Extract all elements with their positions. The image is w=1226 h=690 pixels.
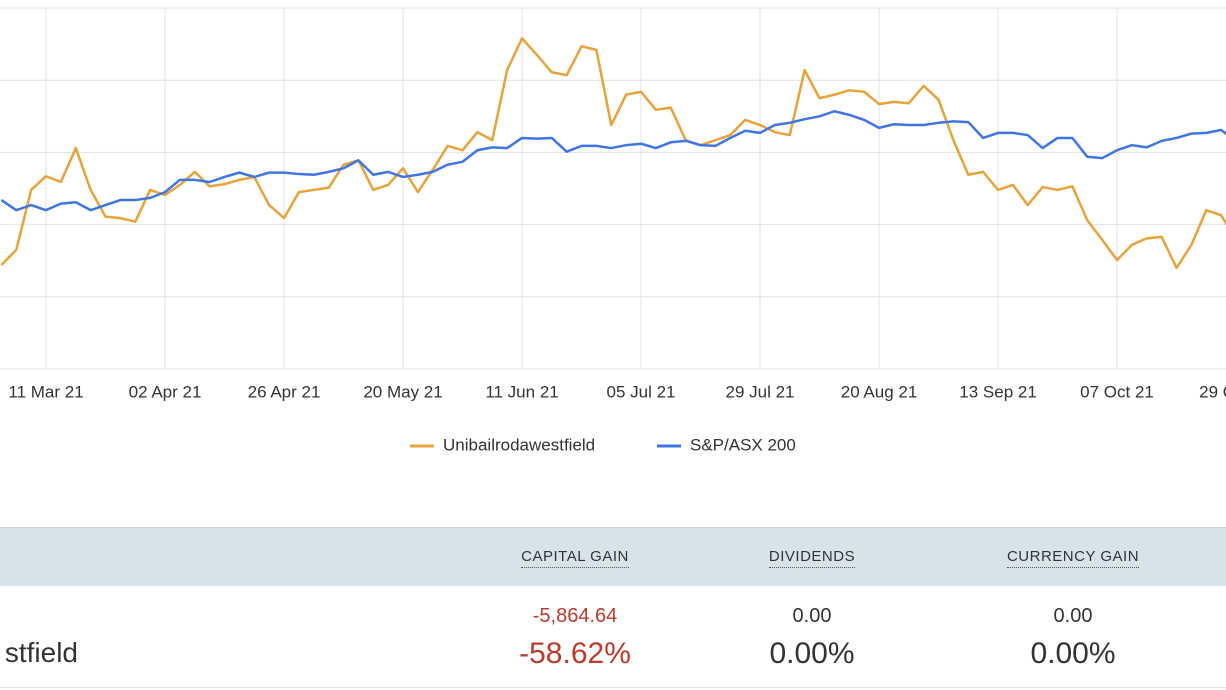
cell-value: 0.00 (1053, 605, 1093, 627)
series-line (0, 110, 1226, 212)
cell-percent: 0.00% (769, 637, 855, 670)
x-tick-label: 11 Jun 21 (485, 382, 558, 401)
series-line (0, 37, 1226, 270)
cell-value: 0.00 (792, 605, 832, 627)
returns-table: CAPITAL GAIN DIVIDENDS CURRENCY GAIN stf… (0, 527, 1226, 690)
column-header[interactable]: CAPITAL GAIN (521, 548, 629, 568)
legend-label: S&P/ASX 200 (690, 435, 796, 454)
x-tick-label: 26 Apr 21 (248, 382, 321, 401)
x-tick-label: 07 Oct 21 (1080, 382, 1154, 401)
row-name: stfield (4, 637, 78, 668)
cell-value: -5,864.64 (532, 605, 618, 627)
row-divider (0, 687, 1226, 688)
chart: 11 Mar 21 02 Apr 21 26 Apr 21 20 May 21 11 J… (0, 7, 1226, 454)
x-tick-label: 02 Apr 21 (129, 382, 202, 401)
x-tick-label: 13 Sep 21 (959, 382, 1037, 401)
table-header: CAPITAL GAIN DIVIDENDS CURRENCY GAIN (0, 527, 1226, 586)
column-header[interactable]: DIVIDENDS (768, 548, 856, 568)
cell-percent: -58.62% (519, 637, 631, 670)
legend-label: Unibailrodawestfield (443, 435, 595, 454)
column-header[interactable]: CURRENCY GAIN (1006, 548, 1140, 568)
x-tick-label: 29 Oct 21 (1199, 382, 1226, 401)
x-tick-label: 20 May 21 (363, 382, 442, 401)
x-tick-label: 11 Mar 21 (8, 382, 83, 401)
x-tick-label: 29 Jul 21 (726, 382, 795, 401)
x-tick-label: 05 Jul 21 (607, 382, 676, 401)
cell-percent: 0.00% (1030, 637, 1116, 670)
x-tick-label: 20 Aug 21 (841, 382, 918, 401)
